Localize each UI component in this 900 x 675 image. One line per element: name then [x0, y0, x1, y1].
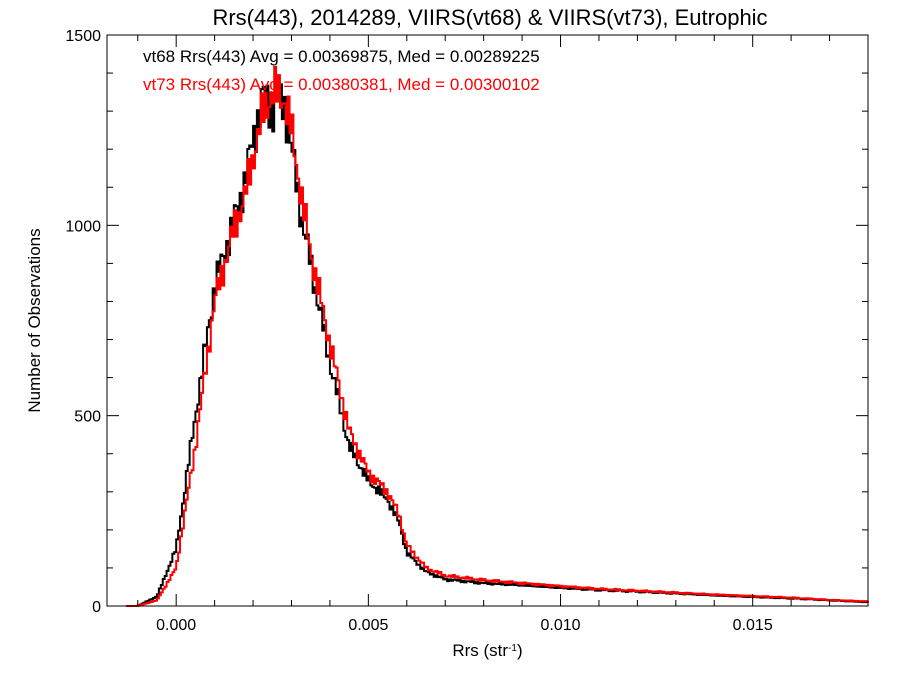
x-tick-label: 0.005 — [348, 617, 388, 634]
x-axis-label-main: Rrs (str — [452, 641, 508, 660]
chart-title: Rrs(443), 2014289, VIIRS(vt68) & VIIRS(v… — [212, 5, 767, 30]
plot-frame — [106, 34, 869, 607]
annotation-layer: vt68 Rrs(443) Avg = 0.00369875, Med = 0.… — [143, 47, 540, 94]
y-axis-label: Number of Observations — [25, 228, 44, 412]
x-tick-label: 0.000 — [156, 617, 196, 634]
x-axis-label-close: ) — [517, 641, 523, 660]
annotation-1: vt73 Rrs(443) Avg = 0.00380381, Med = 0.… — [143, 75, 540, 94]
y-tick-label: 0 — [92, 599, 101, 616]
y-tick-label: 1500 — [65, 28, 101, 45]
x-tick-label: 0.015 — [733, 617, 773, 634]
y-tick-label: 500 — [74, 409, 101, 426]
series-layer — [126, 65, 869, 607]
axes-layer: 0.000 0.005 0.010 0.015 0 500 1000 1500 — [65, 28, 869, 634]
x-axis-label: Rrs (str-1) — [452, 641, 522, 660]
x-axis-label-sup: -1 — [508, 643, 517, 654]
annotation-0: vt68 Rrs(443) Avg = 0.00369875, Med = 0.… — [143, 47, 540, 66]
series-line-1 — [126, 65, 869, 607]
y-tick-label: 1000 — [65, 218, 101, 235]
x-tick-label: 0.010 — [541, 617, 581, 634]
